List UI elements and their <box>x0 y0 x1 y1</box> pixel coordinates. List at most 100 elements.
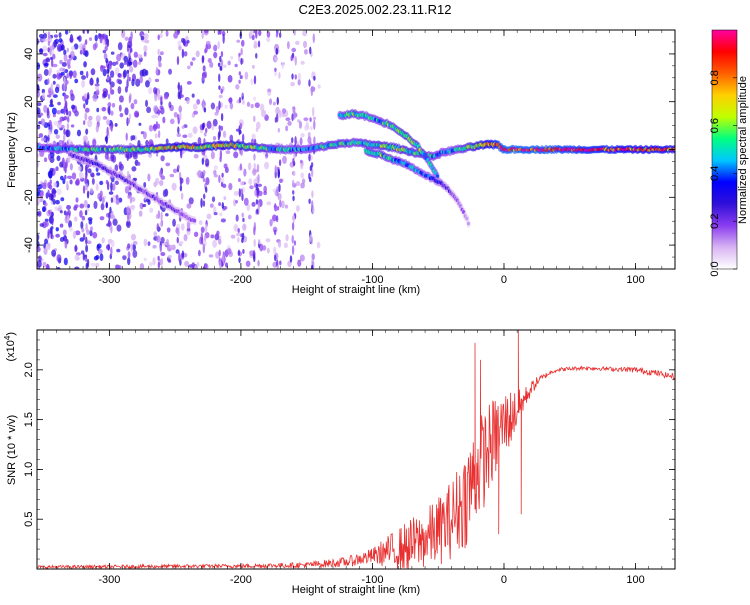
spectrogram-noise-cell <box>262 245 267 251</box>
spectrogram-noise-cell <box>274 70 277 77</box>
spectrogram-noise-cell <box>79 203 85 209</box>
spectrogram-streak-cell <box>279 260 282 266</box>
spectrogram-noise-cell <box>75 197 79 203</box>
spectrogram-noise-cell <box>278 110 282 118</box>
spectrogram-noise-cell <box>61 61 67 67</box>
y-tick-label: 2.0 <box>23 362 35 377</box>
spectrogram-noise-cell <box>209 203 214 208</box>
spectrogram-noise-cell <box>204 263 209 269</box>
spectrogram-noise-cell <box>116 224 122 232</box>
spectrogram-streak-cell <box>157 48 160 56</box>
spectrogram-noise-cell <box>311 253 315 261</box>
spectrogram-noise-cell <box>99 253 104 261</box>
spectrogram-streak-cell <box>312 106 315 117</box>
spectrogram-streak-cell <box>242 249 245 254</box>
spectrogram-noise-cell <box>191 93 195 98</box>
spectrogram-streak-cell <box>276 96 279 106</box>
spectrogram-noise-cell <box>99 64 104 72</box>
spectrogram-noise-cell <box>115 61 119 65</box>
x-tick-label: 0 <box>501 574 507 586</box>
spectrogram-streak-cell <box>105 202 108 209</box>
spectrogram-noise-cell <box>186 203 192 209</box>
spectrogram-noise-cell <box>74 204 79 208</box>
spectrogram-streak-cell <box>200 197 203 208</box>
spectrogram-noise-cell <box>253 40 258 49</box>
spectrogram-noise-cell <box>129 66 134 73</box>
spectrogram-streak-cell <box>63 92 67 103</box>
spectrogram-streak-cell <box>256 188 259 196</box>
spectrogram-streak-cell <box>126 78 129 89</box>
spectrogram-streak-cell <box>110 123 113 132</box>
spectrogram-noise-cell <box>197 170 203 179</box>
spectrogram-streak-cell <box>313 136 316 146</box>
spectrogram-noise-cell <box>85 244 89 253</box>
spectrogram-noise-cell <box>295 40 300 45</box>
spectrogram-noise-cell <box>60 197 65 202</box>
spectrogram-streak-cell <box>82 233 86 241</box>
spectrogram-noise-cell <box>266 30 271 38</box>
spectrogram-noise-cell <box>52 63 58 68</box>
spectrogram-noise-cell <box>143 238 148 247</box>
spectrogram-noise-cell <box>37 210 42 217</box>
spectrogram-noise-cell <box>218 202 222 206</box>
spectrogram-noise-cell <box>108 191 114 195</box>
spectrogram-noise-cell <box>59 59 63 65</box>
spectrogram-noise-cell <box>110 51 115 55</box>
spectrogram-noise-cell <box>282 155 287 164</box>
spectrogram-streak-cell <box>310 86 314 97</box>
spectrogram-noise-cell <box>71 172 77 180</box>
spectrogram-noise-cell <box>133 99 138 105</box>
spectrogram-streak-cell <box>48 153 51 160</box>
spectrogram-noise-cell <box>218 94 223 99</box>
spectrogram-streak-cell <box>218 73 221 83</box>
spectrogram-streak-cell <box>108 76 112 85</box>
spectrogram-noise-cell <box>195 50 200 58</box>
spectrogram-noise-cell <box>196 261 200 268</box>
spectrogram-noise-cell <box>37 102 42 107</box>
spectrogram-noise-cell <box>63 49 67 56</box>
spectrogram-noise-cell <box>94 86 100 91</box>
spectrogram-streak-cell <box>177 164 180 170</box>
spectrogram-noise-cell <box>59 223 64 228</box>
snr-x-ticks: -300 -200 -100 0 100 <box>43 330 676 586</box>
y-tick-label: 0.5 <box>23 512 35 527</box>
spectrogram-streak-cell <box>294 74 297 80</box>
spectrogram-noise-cell <box>50 226 54 230</box>
spectrogram-noise-cell <box>138 210 143 217</box>
x-tick-label: -200 <box>230 274 252 286</box>
spectrogram-streak-cell <box>64 174 67 180</box>
spectrogram-noise-cell <box>39 190 45 197</box>
spectrogram-streak-cell <box>238 257 241 264</box>
spectrogram-noise-cell <box>215 105 220 114</box>
x-tick-label: 100 <box>626 274 644 286</box>
spectrogram-noise-cell <box>181 223 185 231</box>
spectrogram-noise-cell <box>264 161 270 170</box>
spectrogram-noise-cell <box>55 199 60 205</box>
spectrogram-noise-cell <box>273 246 277 254</box>
spectrogram-noise-cell <box>94 83 100 87</box>
spectrogram-streak-cell <box>110 246 113 256</box>
spectrogram-noise-cell <box>119 62 124 69</box>
spectrogram-noise-cell <box>66 204 71 210</box>
spectrogram-noise-cell <box>153 231 157 237</box>
spectrogram-streak-cell <box>279 199 282 208</box>
spectrogram-noise-cell <box>130 233 137 241</box>
spectrogram-noise-cell <box>74 179 80 186</box>
spectrogram-noise-cell <box>56 188 62 196</box>
spectrogram-noise-cell <box>116 53 122 62</box>
spectrogram-streak-cell <box>47 78 50 85</box>
spectrogram-streak-cell <box>201 55 205 63</box>
spectrogram-noise-cell <box>132 243 136 251</box>
spectrogram-streak-cell <box>157 130 161 139</box>
spectrogram-streak-cell <box>160 96 163 104</box>
spectrogram-streak-cell <box>84 210 88 216</box>
spectrogram-noise-cell <box>41 88 45 94</box>
spectrogram-noise-cell <box>137 61 142 65</box>
spectrogram-noise-cell <box>109 70 115 78</box>
spectrogram-streak-cell <box>205 186 208 193</box>
spectrogram-noise-cell <box>52 198 56 205</box>
spectrogram-noise-cell <box>153 105 159 114</box>
spectrogram-noise-cell <box>127 257 131 266</box>
spectrogram-streak-cell <box>200 236 204 245</box>
spectrogram-streak-cell <box>130 135 133 141</box>
